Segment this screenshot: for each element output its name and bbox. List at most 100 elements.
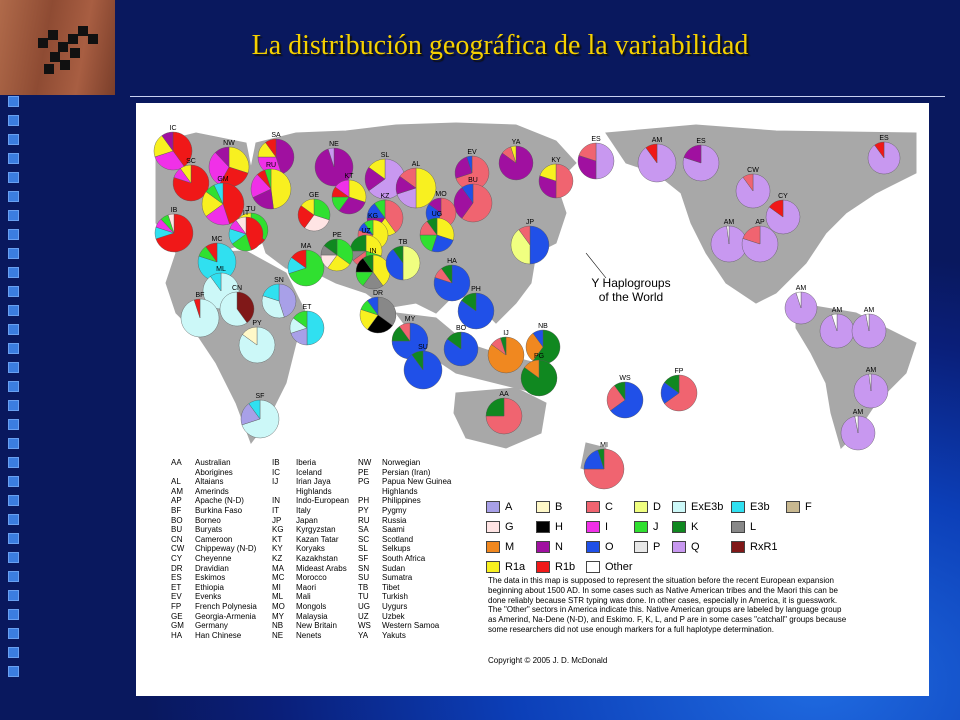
- pie-label: JP: [526, 219, 535, 226]
- abbreviation-name: Morocco: [296, 573, 327, 583]
- abbreviation-row: RU Russia: [358, 516, 451, 526]
- pie-slice-n: [538, 175, 557, 199]
- decor-square: [8, 115, 19, 126]
- abbreviation-name: Mongols: [296, 601, 327, 611]
- pie-slice-r1b: [193, 298, 201, 319]
- pie-slice-i: [334, 179, 350, 198]
- haplogroup-key-label: E3b: [750, 501, 770, 513]
- pie-label: MO: [435, 191, 447, 198]
- pie-slice-r1a: [300, 198, 315, 216]
- decor-square: [8, 248, 19, 259]
- color-swatch: [486, 521, 500, 534]
- abbreviation-name: French Polynesia: [195, 601, 257, 611]
- abbreviation-code: MO: [272, 601, 285, 611]
- color-swatch: [672, 541, 686, 554]
- abbreviation-row: Highlands: [272, 487, 349, 497]
- pie-ic: IC: [153, 125, 193, 171]
- pie-py: PY: [238, 320, 276, 364]
- pie-label: AL: [412, 161, 421, 168]
- haplogroup-key-g: G: [486, 521, 514, 534]
- abbreviation-code: UG: [358, 601, 370, 611]
- pie-label: FP: [675, 368, 684, 375]
- pie-label: IC: [170, 125, 177, 132]
- color-swatch: [731, 541, 745, 554]
- pie-label: GM: [217, 176, 228, 183]
- color-swatch: [672, 501, 686, 514]
- pie-label: AM: [724, 219, 735, 226]
- decorative-square-column: [8, 96, 20, 685]
- pie-label: SN: [274, 277, 284, 284]
- abbreviation-code: IT: [272, 505, 280, 515]
- pie-slice-n: [161, 131, 174, 152]
- haplogroup-key-label: A: [505, 501, 513, 513]
- abbreviation-name: Aborigines: [195, 467, 233, 477]
- abbreviation-name: Eskimos: [195, 573, 226, 583]
- pie-su: SU: [403, 344, 443, 390]
- abbreviation-name: Irian Jaya: [296, 477, 331, 487]
- abbreviation-name: Italy: [296, 505, 311, 515]
- pie-cn: CN: [219, 285, 255, 327]
- abbreviation-code: IC: [272, 467, 280, 477]
- pie-slice-b: [242, 326, 258, 346]
- pie-cw: CW: [735, 167, 771, 209]
- pie-label: AM: [796, 285, 807, 292]
- haplogroup-key-c: C: [586, 501, 613, 514]
- abbreviation-code: PG: [358, 477, 370, 487]
- abbreviation-name: Koryaks: [296, 544, 325, 554]
- pie-ap: AP: [741, 219, 779, 263]
- abbreviation-name: Chippeway (N-D): [195, 544, 257, 554]
- pie-ph: PH: [457, 286, 495, 330]
- pie-pg: PG: [520, 353, 558, 397]
- pie-slice-e3b: [306, 310, 325, 346]
- pie-slice-k: [441, 264, 453, 284]
- pie-am_mx: AM: [784, 285, 818, 325]
- pie-sn: SN: [261, 277, 297, 319]
- pie-slice-r1a: [180, 164, 192, 184]
- decor-square: [8, 362, 19, 373]
- decor-square: [8, 571, 19, 582]
- title-divider: [130, 96, 945, 97]
- pie-label: CY: [778, 193, 788, 200]
- pie-slice-j: [363, 219, 374, 236]
- pie-ky: KY: [538, 157, 574, 199]
- pie-slice-j: [374, 199, 386, 219]
- abbreviation-name: Kazakhstan: [296, 553, 338, 563]
- pie-pe: PE: [320, 232, 354, 272]
- pie-label: ES: [696, 138, 706, 145]
- abbreviation-code: BF: [171, 505, 182, 515]
- abbreviation-name: Uzbek: [382, 611, 405, 621]
- abbreviation-row: NB New Britain: [272, 621, 349, 631]
- abbreviation-row: UG Uygurs: [358, 602, 451, 612]
- abbreviation-name: Mali: [296, 592, 311, 602]
- pie-bf: BF: [180, 292, 220, 338]
- color-swatch: [486, 541, 500, 554]
- haplogroup-key-r1a: R1a: [486, 561, 525, 574]
- abbreviation-row: MO Mongols: [272, 602, 349, 612]
- abbreviation-code: HA: [171, 630, 183, 640]
- pie-slice-other: [854, 415, 859, 434]
- color-swatch: [586, 541, 600, 554]
- abbreviation-column: AA Australian Aborigines AL Altaians AM Amerin…: [171, 458, 257, 640]
- pie-label: EV: [467, 149, 477, 156]
- world-map: IC NW SA SC GM IB RU NE SL KT AL EV YA KY ES BU MO TU GE IT…: [153, 122, 917, 490]
- haplogroup-key-label: M: [505, 541, 515, 553]
- abbreviation-row: IJ Irian Jaya: [272, 477, 349, 487]
- pie-slice-k: [500, 336, 507, 356]
- pie-slice-k: [426, 217, 438, 236]
- pie-slice-exe3b: [241, 399, 280, 439]
- decor-square: [8, 666, 19, 677]
- pie-label: KG: [368, 213, 378, 220]
- haplogroup-key-label: D: [653, 501, 661, 513]
- pie-slice-j: [313, 198, 331, 221]
- pie-slice-rxr1: [236, 291, 255, 324]
- pie-label: HA: [447, 258, 457, 265]
- map-note: The data in this map is supposed to repr…: [488, 576, 847, 634]
- pie-mc: MC: [197, 236, 237, 282]
- decor-square: [8, 552, 19, 563]
- abbreviation-code: JP: [272, 515, 282, 525]
- pie-slice-c: [384, 199, 404, 233]
- abbreviation-row: ET Ethiopia: [171, 583, 257, 593]
- abbreviation-row: IB Iberia: [272, 458, 349, 468]
- abbreviation-row: ES Eskimos: [171, 573, 257, 583]
- pie-slice-c: [518, 225, 531, 246]
